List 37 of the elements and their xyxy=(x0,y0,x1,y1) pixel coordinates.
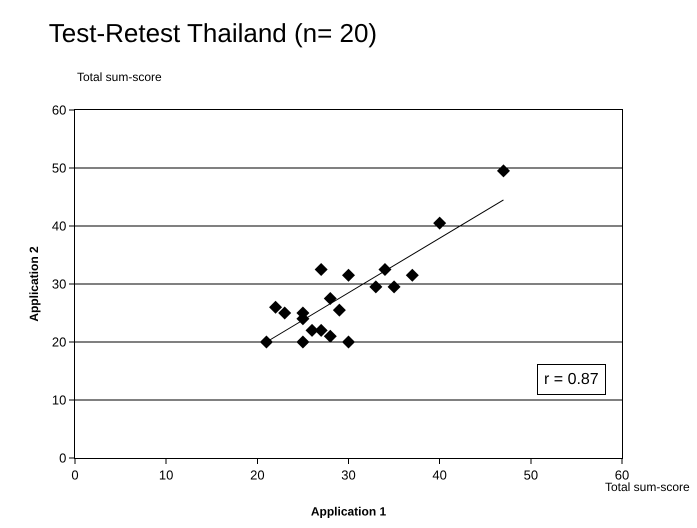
x-tick-label: 50 xyxy=(524,468,538,483)
point xyxy=(314,324,328,337)
y-tick-label: 60 xyxy=(52,102,66,118)
point xyxy=(332,304,346,317)
y-axis-title: Application 2 xyxy=(27,246,42,322)
x-axis-title: Application 1 xyxy=(310,504,386,518)
x-tick-label: 30 xyxy=(341,468,356,483)
x-tick-label: 40 xyxy=(432,468,447,483)
point xyxy=(269,300,282,314)
point xyxy=(433,216,446,230)
text: Total sum-score xyxy=(77,70,162,84)
y-tick-label: 40 xyxy=(52,218,66,234)
point xyxy=(342,336,355,348)
x-tick-label: 60 xyxy=(614,468,630,483)
y-tick-label: 20 xyxy=(52,334,66,350)
y-tick-label: 10 xyxy=(52,392,66,408)
point xyxy=(296,336,310,348)
point xyxy=(306,324,319,337)
point xyxy=(496,164,510,178)
point xyxy=(324,330,337,343)
point xyxy=(342,268,355,282)
x-tick-label: 10 xyxy=(158,468,174,483)
point xyxy=(324,292,337,305)
y-tick-label: 0 xyxy=(59,450,66,466)
point xyxy=(278,306,292,320)
point xyxy=(260,336,273,348)
point xyxy=(406,268,419,282)
point xyxy=(314,263,328,276)
x-tick-label: 20 xyxy=(250,468,265,483)
x-tick-label: 0 xyxy=(71,468,79,483)
y-tick-label: 30 xyxy=(52,276,66,292)
text: Total sum-score xyxy=(605,480,690,494)
annotation: r = 0.87 xyxy=(544,371,599,388)
chart-title: Test-Retest Thailand (n= 20) xyxy=(48,18,378,48)
point xyxy=(369,280,382,294)
point xyxy=(388,280,401,294)
y-tick-label: 50 xyxy=(52,160,66,176)
